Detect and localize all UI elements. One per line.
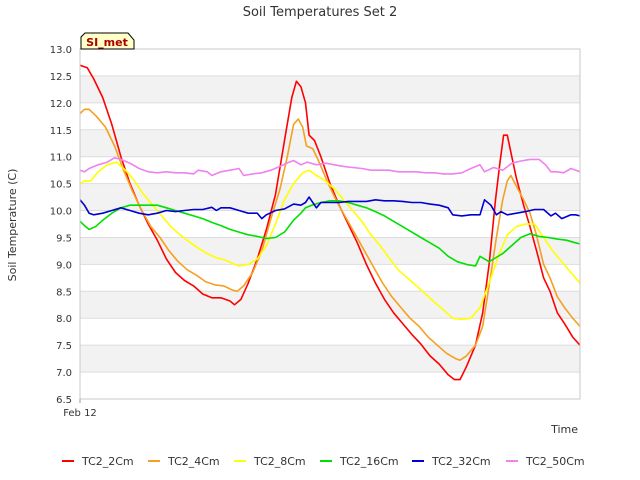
site-label-shape (80, 32, 135, 50)
y-tick-label: 8.0 (56, 314, 72, 325)
legend-label: TC2_8Cm (253, 455, 306, 468)
y-tick-label: 12.5 (50, 72, 72, 83)
y-tick-label: 8.5 (56, 287, 72, 298)
legend-label: TC2_50Cm (525, 455, 585, 468)
chart-title: Soil Temperatures Set 2 (243, 5, 398, 20)
x-axis-label: Time (550, 423, 578, 436)
background-band (80, 75, 580, 103)
background-band (80, 129, 580, 157)
y-tick-label: 13.0 (50, 45, 72, 56)
site-label-box: SI_met (80, 32, 135, 50)
y-tick-label: 7.0 (56, 368, 72, 379)
y-tick-label: 11.5 (50, 126, 72, 137)
series-line-tc2_32cm (79, 196, 581, 220)
plot-frame (79, 48, 581, 400)
series-line-tc2_8cm (79, 161, 581, 321)
series-line-tc2_2cm (79, 64, 581, 381)
series-lines (79, 64, 581, 381)
site-label: SI_met (86, 36, 128, 49)
series-line-tc2_4cm (79, 108, 581, 361)
y-tick-label: 10.5 (50, 180, 72, 191)
y-tick-label: 9.5 (56, 233, 72, 244)
y-axis-label: Soil Temperature (C) (6, 169, 19, 282)
y-tick-label: 9.0 (56, 260, 72, 271)
legend-label: TC2_32Cm (431, 455, 491, 468)
background-band (80, 345, 580, 373)
y-tick-label: 11.0 (50, 153, 72, 164)
y-tick-label: 6.5 (56, 395, 72, 406)
legend-label: TC2_4Cm (167, 455, 220, 468)
plot-background-bands (80, 75, 580, 373)
series-line-tc2_50cm (79, 157, 581, 177)
legend-label: TC2_2Cm (81, 455, 134, 468)
background-band (80, 291, 580, 319)
x-axis-ticks: Feb 12 (63, 399, 97, 419)
y-tick-label: 7.5 (56, 341, 72, 352)
y-tick-label: 10.0 (50, 207, 72, 218)
y-axis-ticks: 6.5 7.0 7.5 8.0 8.5 9.0 9.5 10.0 10.5 11.0 11.5 12.… (50, 45, 72, 406)
series-line-tc2_16cm (79, 200, 581, 267)
legend: TC2_2Cm TC2_4Cm TC2_8Cm TC2_16Cm TC2_32Cm TC2… (62, 455, 585, 468)
x-tick-label: Feb 12 (63, 408, 97, 419)
y-tick-label: 12.0 (50, 99, 72, 110)
legend-label: TC2_16Cm (339, 455, 399, 468)
